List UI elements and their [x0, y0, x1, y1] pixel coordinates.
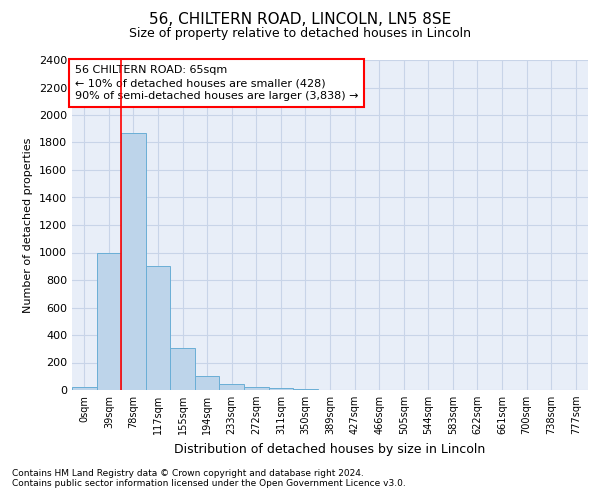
X-axis label: Distribution of detached houses by size in Lincoln: Distribution of detached houses by size … — [175, 442, 485, 456]
Text: Size of property relative to detached houses in Lincoln: Size of property relative to detached ho… — [129, 28, 471, 40]
Bar — [170, 348, 195, 390]
Text: Contains HM Land Registry data © Crown copyright and database right 2024.: Contains HM Land Registry data © Crown c… — [12, 468, 364, 477]
Bar — [121, 133, 146, 390]
Bar — [244, 386, 269, 390]
Bar — [195, 376, 220, 390]
Bar — [220, 384, 244, 390]
Bar — [269, 388, 293, 390]
Bar — [146, 266, 170, 390]
Bar — [72, 387, 97, 390]
Text: 56 CHILTERN ROAD: 65sqm
← 10% of detached houses are smaller (428)
90% of semi-d: 56 CHILTERN ROAD: 65sqm ← 10% of detache… — [74, 65, 358, 102]
Bar — [97, 252, 121, 390]
Y-axis label: Number of detached properties: Number of detached properties — [23, 138, 34, 312]
Text: 56, CHILTERN ROAD, LINCOLN, LN5 8SE: 56, CHILTERN ROAD, LINCOLN, LN5 8SE — [149, 12, 451, 28]
Text: Contains public sector information licensed under the Open Government Licence v3: Contains public sector information licen… — [12, 478, 406, 488]
